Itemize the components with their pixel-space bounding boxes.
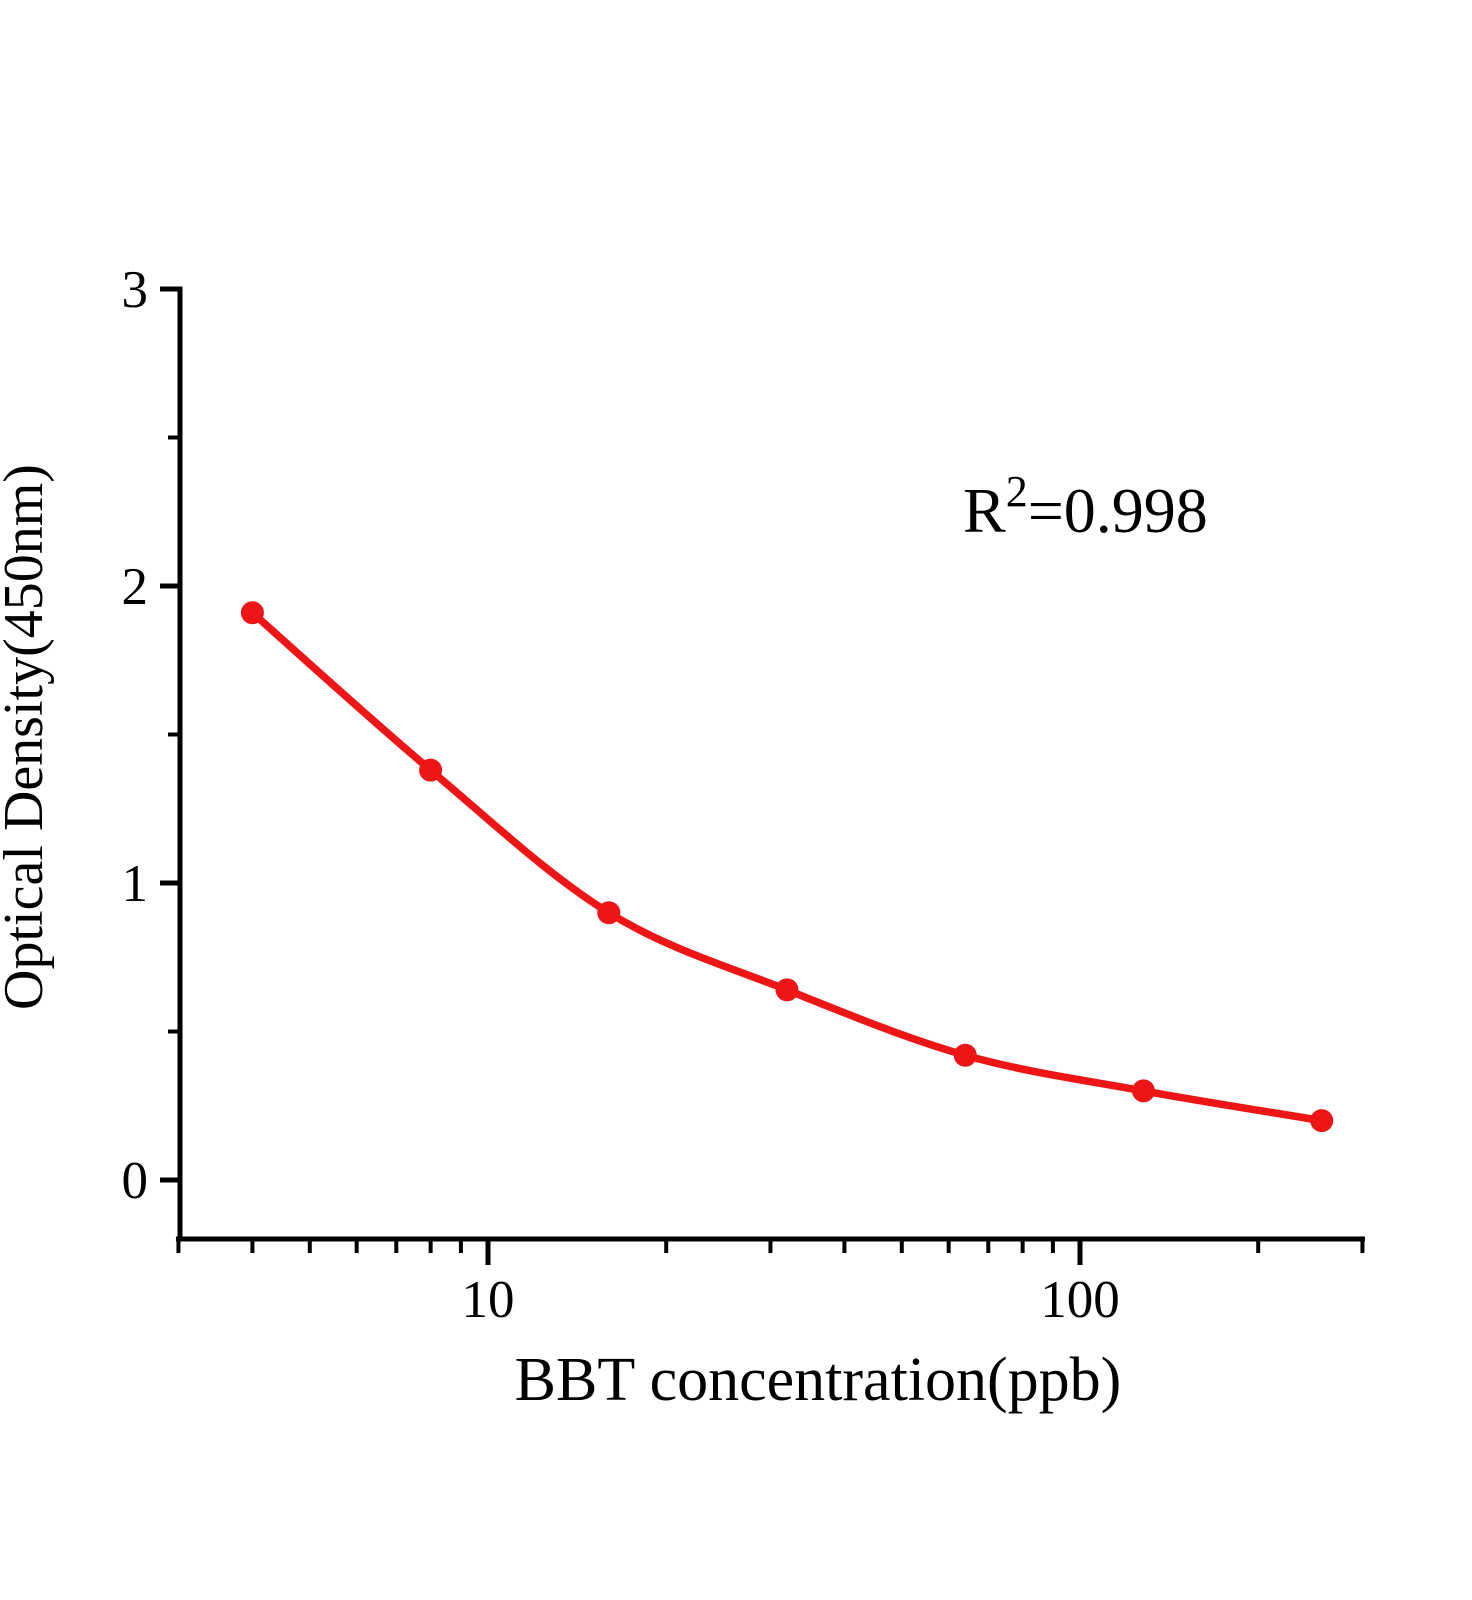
data-point bbox=[597, 901, 621, 925]
y-tick-label: 3 bbox=[122, 261, 149, 319]
data-point bbox=[1310, 1109, 1334, 1133]
y-axis-label: Optical Density(450nm) bbox=[0, 464, 55, 1010]
r-squared-annotation: R2=0.998 bbox=[963, 467, 1208, 546]
y-tick-label: 0 bbox=[122, 1152, 149, 1210]
r-squared-value: =0.998 bbox=[1028, 475, 1208, 546]
fit-curve bbox=[248, 608, 1326, 1125]
r-squared-superscript: 2 bbox=[1006, 467, 1028, 516]
x-tick-label: 10 bbox=[462, 1271, 515, 1329]
r-squared-base: R bbox=[963, 475, 1006, 546]
axis-ticks bbox=[160, 286, 1365, 1265]
data-point bbox=[1132, 1079, 1155, 1103]
data-points bbox=[240, 601, 1334, 1133]
y-tick-label: 2 bbox=[122, 558, 149, 616]
y-tick-label: 1 bbox=[122, 855, 149, 913]
axis-tick-labels: 0 1 2 3 10 100 bbox=[122, 261, 1120, 1329]
data-point bbox=[775, 978, 799, 1002]
data-point bbox=[419, 758, 443, 782]
data-point bbox=[953, 1043, 977, 1067]
x-tick-label: 100 bbox=[1040, 1271, 1120, 1329]
x-axis-label: BBT concentration(ppb) bbox=[515, 1346, 1122, 1414]
data-point bbox=[240, 601, 264, 625]
